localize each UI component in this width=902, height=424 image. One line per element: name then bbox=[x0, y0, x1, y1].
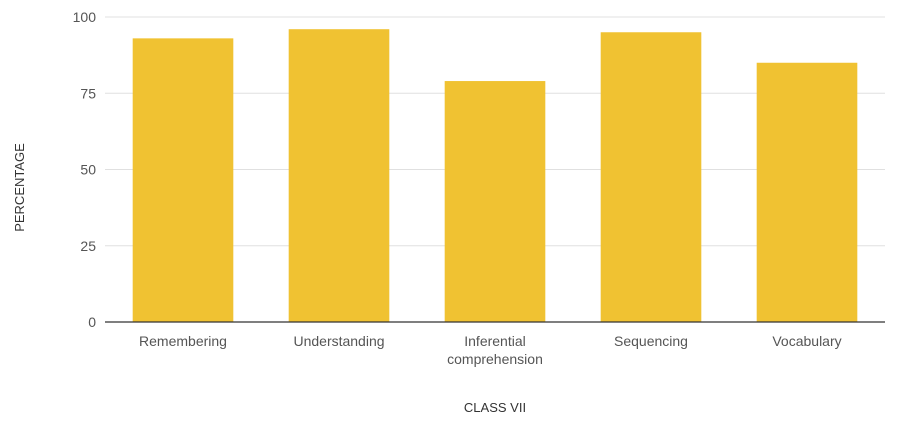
bar-remembering bbox=[132, 38, 234, 322]
bar-understanding bbox=[288, 29, 390, 322]
bars bbox=[132, 29, 858, 322]
y-tick-label-100: 100 bbox=[73, 9, 97, 25]
bar-vocabulary bbox=[756, 62, 858, 322]
y-tick-label-0: 0 bbox=[88, 314, 96, 330]
x-tick-label-inferential-comprehension: Inferential comprehension bbox=[447, 333, 543, 367]
bar-sequencing bbox=[600, 32, 702, 322]
bar-inferential-comprehension bbox=[444, 81, 546, 322]
y-tick-label-50: 50 bbox=[80, 162, 96, 178]
x-tick-labels: Remembering Understanding Inferential compr… bbox=[139, 333, 842, 367]
x-tick-label-sequencing: Sequencing bbox=[614, 333, 688, 349]
y-axis-title: PERCENTAGE bbox=[12, 143, 27, 232]
x-axis-title: CLASS VII bbox=[464, 400, 526, 415]
y-tick-labels: 0 25 50 75 100 bbox=[73, 9, 97, 330]
y-tick-label-75: 75 bbox=[80, 85, 96, 101]
x-tick-label-understanding: Understanding bbox=[293, 333, 384, 349]
x-tick-label-remembering: Remembering bbox=[139, 333, 227, 349]
x-tick-label-vocabulary: Vocabulary bbox=[772, 333, 841, 349]
y-tick-label-25: 25 bbox=[80, 238, 96, 254]
